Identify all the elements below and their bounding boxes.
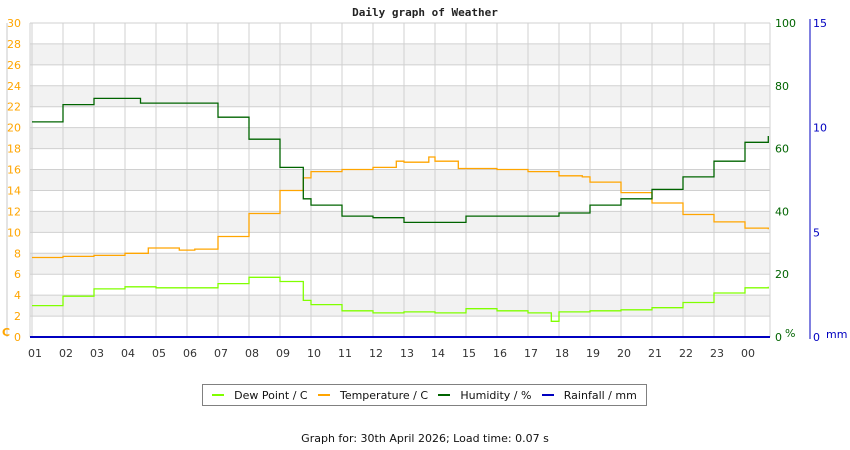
svg-text:15: 15 <box>813 17 827 30</box>
svg-text:17: 17 <box>524 347 538 360</box>
legend-label: Dew Point / C <box>234 388 308 402</box>
svg-text:20: 20 <box>617 347 631 360</box>
svg-text:28: 28 <box>7 38 21 51</box>
svg-text:15: 15 <box>462 347 476 360</box>
svg-text:4: 4 <box>14 289 21 302</box>
svg-text:16: 16 <box>493 347 507 360</box>
svg-text:24: 24 <box>7 80 21 93</box>
chart-legend: Dew Point / C Temperature / C Humidity /… <box>202 384 647 406</box>
svg-text:09: 09 <box>276 347 290 360</box>
svg-text:11: 11 <box>338 347 352 360</box>
svg-text:10: 10 <box>813 122 827 135</box>
humidity-swatch-icon <box>438 394 451 396</box>
svg-text:18: 18 <box>555 347 569 360</box>
legend-item-temperature: Temperature / C <box>317 388 429 402</box>
dew-point-swatch-icon <box>212 394 225 396</box>
svg-text:23: 23 <box>710 347 724 360</box>
svg-text:100: 100 <box>775 17 796 30</box>
rainfall-swatch-icon <box>541 394 554 396</box>
svg-text:22: 22 <box>7 101 21 114</box>
svg-text:01: 01 <box>28 347 42 360</box>
svg-text:0: 0 <box>14 331 21 344</box>
chart-title: Daily graph of Weather <box>352 6 498 19</box>
svg-text:05: 05 <box>152 347 166 360</box>
svg-text:22: 22 <box>679 347 693 360</box>
svg-text:60: 60 <box>775 143 789 156</box>
svg-text:08: 08 <box>245 347 259 360</box>
svg-text:30: 30 <box>7 17 21 30</box>
svg-text:80: 80 <box>775 80 789 93</box>
svg-text:2: 2 <box>14 310 21 323</box>
svg-text:14: 14 <box>431 347 445 360</box>
svg-text:03: 03 <box>90 347 104 360</box>
svg-text:12: 12 <box>369 347 383 360</box>
svg-text:04: 04 <box>121 347 135 360</box>
svg-text:%: % <box>785 327 795 340</box>
legend-item-dew-point: Dew Point / C <box>212 388 308 402</box>
legend-item-rainfall: Rainfall / mm <box>541 388 637 402</box>
svg-text:13: 13 <box>400 347 414 360</box>
svg-text:21: 21 <box>648 347 662 360</box>
svg-text:07: 07 <box>214 347 228 360</box>
svg-text:C: C <box>2 326 10 339</box>
legend-label: Humidity / % <box>460 388 532 402</box>
svg-text:06: 06 <box>183 347 197 360</box>
svg-text:18: 18 <box>7 143 21 156</box>
svg-text:16: 16 <box>7 164 21 177</box>
svg-text:0: 0 <box>813 331 820 344</box>
legend-label: Temperature / C <box>339 388 429 402</box>
svg-text:20: 20 <box>775 268 789 281</box>
svg-text:40: 40 <box>775 205 789 218</box>
svg-text:5: 5 <box>813 226 820 239</box>
svg-text:00: 00 <box>741 347 755 360</box>
legend-label: Rainfall / mm <box>563 388 637 402</box>
svg-text:20: 20 <box>7 122 21 135</box>
graph-footer: Graph for: 30th April 2026; Load time: 0… <box>301 432 549 445</box>
svg-text:14: 14 <box>7 184 21 197</box>
svg-text:0: 0 <box>775 331 782 344</box>
svg-text:10: 10 <box>7 226 21 239</box>
svg-text:26: 26 <box>7 59 21 72</box>
svg-text:19: 19 <box>586 347 600 360</box>
temperature-swatch-icon <box>317 394 330 396</box>
svg-text:02: 02 <box>59 347 73 360</box>
svg-text:12: 12 <box>7 205 21 218</box>
svg-text:10: 10 <box>307 347 321 360</box>
svg-text:mm: mm <box>826 328 847 341</box>
svg-text:8: 8 <box>14 247 21 260</box>
svg-text:6: 6 <box>14 268 21 281</box>
legend-item-humidity: Humidity / % <box>438 389 531 402</box>
